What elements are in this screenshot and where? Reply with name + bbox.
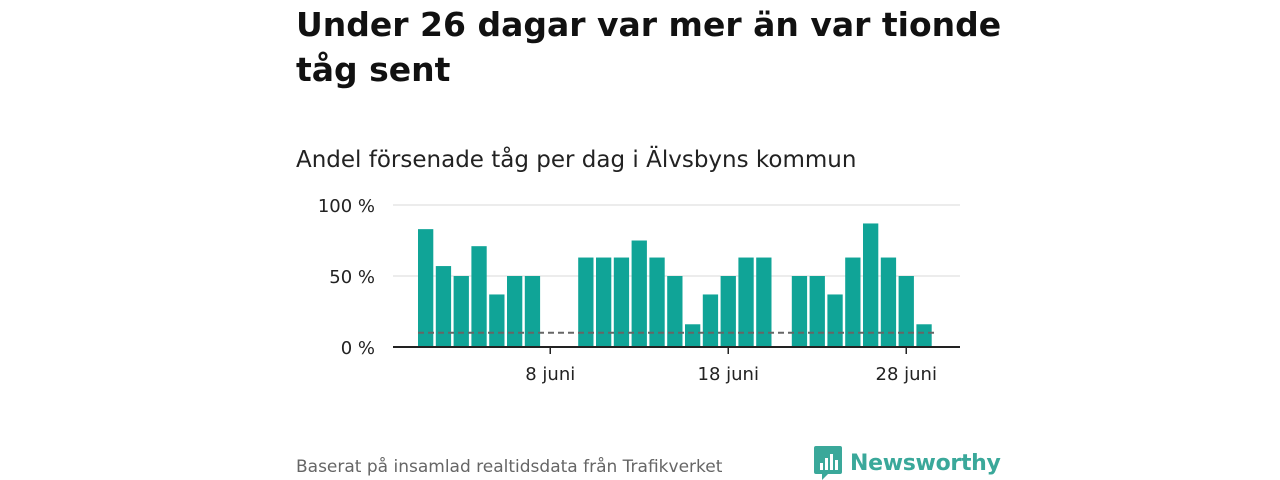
bar xyxy=(471,246,487,347)
y-tick-label: 50 % xyxy=(329,267,375,288)
bar xyxy=(809,276,825,347)
chart-subtitle: Andel försenade tåg per dag i Älvsbyns k… xyxy=(296,147,857,173)
bar xyxy=(649,257,665,347)
bar xyxy=(453,276,469,347)
bar xyxy=(667,276,683,347)
bar xyxy=(489,294,505,347)
bar xyxy=(898,276,914,347)
bar xyxy=(845,257,861,347)
source-note: Baserat på insamlad realtidsdata från Tr… xyxy=(296,457,723,477)
bar xyxy=(418,229,434,347)
bar xyxy=(631,240,647,347)
brand-name: Newsworthy xyxy=(850,450,1001,476)
bar xyxy=(880,257,897,347)
chart-title: Under 26 dagar var mer än var tionde tåg… xyxy=(296,5,1002,89)
bar xyxy=(827,294,843,347)
bar xyxy=(435,266,452,347)
y-tick-label: 100 % xyxy=(318,196,375,217)
x-tick-label: 18 juni xyxy=(698,364,759,385)
bar xyxy=(791,276,808,347)
bars xyxy=(418,223,932,347)
bar xyxy=(756,257,772,347)
bar xyxy=(702,294,719,347)
bar xyxy=(720,276,736,347)
y-axis-labels: 0 % 50 % 100 % xyxy=(318,196,375,359)
bar xyxy=(685,324,701,347)
bar xyxy=(578,257,594,347)
bar xyxy=(863,223,879,347)
newsworthy-logo-icon xyxy=(814,446,842,480)
bar xyxy=(738,257,754,347)
bar xyxy=(524,276,541,347)
bar xyxy=(596,257,612,347)
bar xyxy=(507,276,523,347)
bar xyxy=(613,257,630,347)
brand-logo: Newsworthy xyxy=(814,446,1001,480)
bar xyxy=(916,324,932,347)
x-tick-label: 8 juni xyxy=(525,364,575,385)
y-tick-label: 0 % xyxy=(341,338,375,359)
x-axis: 8 juni 18 juni 28 juni xyxy=(393,346,960,385)
x-tick-label: 28 juni xyxy=(876,364,937,385)
